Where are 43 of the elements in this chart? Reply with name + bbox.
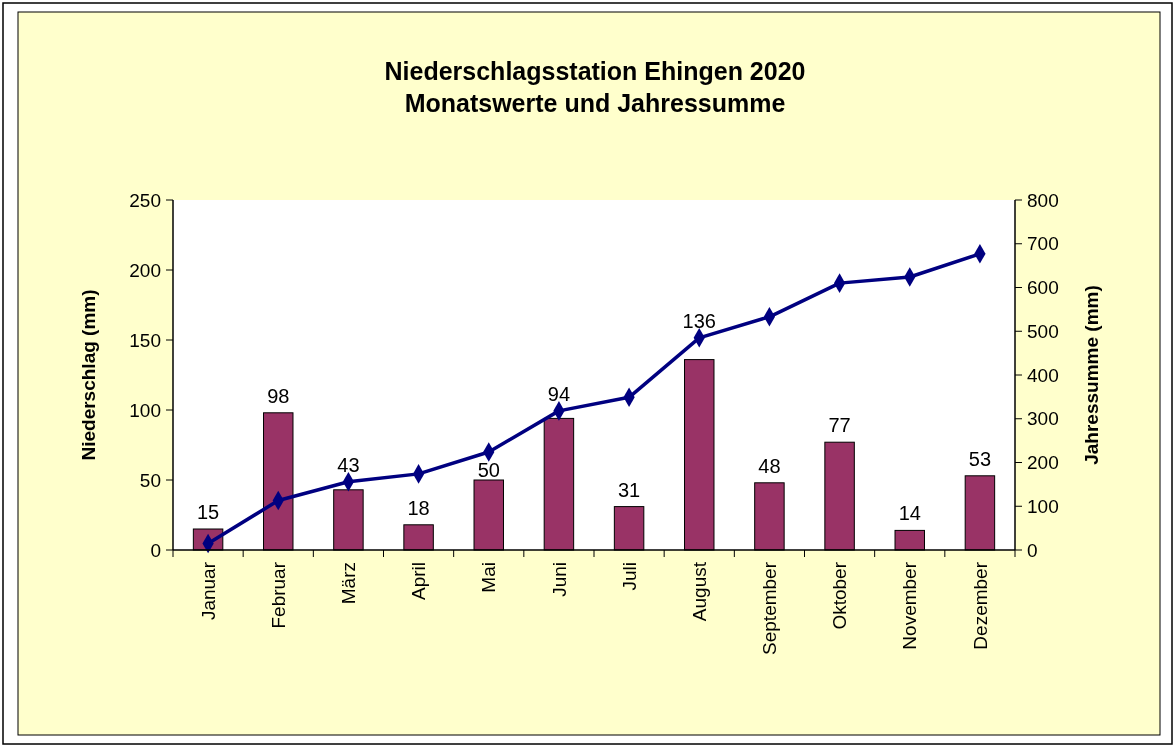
x-tick-label: Juli	[618, 562, 640, 591]
y2-tick-label: 600	[1027, 277, 1059, 299]
y2-tick-label: 200	[1027, 452, 1059, 474]
x-tick-label: August	[688, 561, 710, 622]
y-tick-label: 250	[129, 189, 161, 211]
x-tick-label: Oktober	[829, 561, 851, 630]
chart-title: Niederschlagsstation Ehingen 2020	[384, 57, 806, 85]
x-tick-label: September	[759, 561, 781, 655]
x-tick-label: Mai	[478, 562, 500, 593]
x-tick-label: Februar	[267, 561, 289, 629]
data-label: 48	[758, 454, 781, 477]
y-tick-label: 0	[150, 539, 161, 561]
y2-tick-label: 800	[1027, 189, 1059, 211]
x-tick-label: Juni	[548, 562, 570, 597]
y2-tick-label: 700	[1027, 233, 1059, 255]
y2-axis-title: Jahressumme (mm)	[1081, 285, 1102, 465]
y2-tick-label: 500	[1027, 320, 1059, 342]
x-tick-label: April	[408, 562, 430, 601]
data-label: 53	[968, 447, 992, 470]
data-label: 43	[337, 453, 360, 476]
y-axis-title: Niederschlag (mm)	[78, 289, 99, 461]
data-label: 18	[407, 496, 430, 519]
data-label: 50	[477, 459, 500, 481]
data-label: 136	[682, 309, 716, 332]
x-tick-label: Dezember	[969, 561, 991, 650]
y2-tick-label: 300	[1027, 408, 1059, 430]
y2-tick-label: 0	[1027, 539, 1038, 561]
y-tick-label: 150	[129, 329, 161, 351]
data-label: 98	[267, 384, 290, 407]
y2-tick-label: 400	[1027, 364, 1059, 386]
data-label: 31	[617, 478, 641, 501]
data-label: 15	[196, 501, 220, 523]
chart-subtitle: Monatswerte und Jahressumme	[404, 89, 786, 117]
y-tick-label: 200	[129, 259, 161, 281]
x-tick-label: November	[899, 561, 921, 650]
x-tick-label: Januar	[197, 561, 219, 621]
x-tick-label: März	[338, 562, 360, 605]
data-label: 14	[898, 502, 921, 525]
y-tick-label: 100	[129, 399, 161, 421]
y-tick-label: 50	[139, 469, 161, 491]
data-label: 77	[828, 414, 851, 437]
y2-tick-label: 100	[1027, 495, 1059, 517]
data-label: 94	[547, 382, 571, 405]
